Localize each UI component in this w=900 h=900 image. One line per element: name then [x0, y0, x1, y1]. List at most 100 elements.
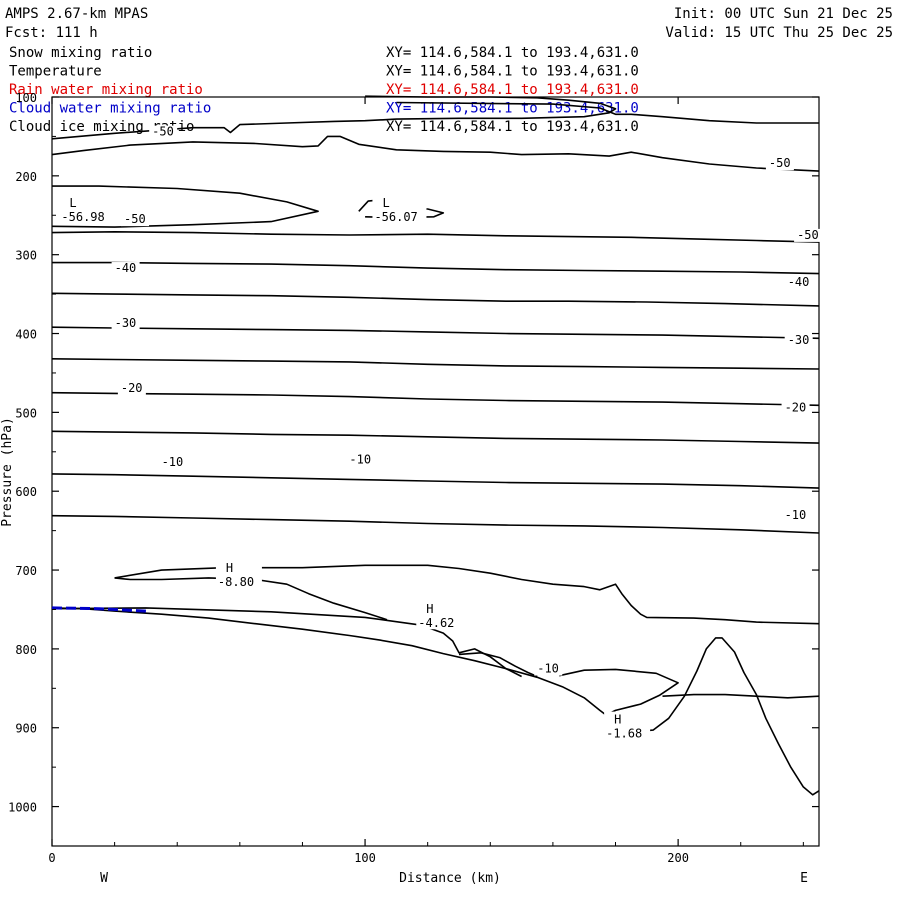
legend-entry-xy: XY= 114.6,584.1 to 193.4,631.0 [386, 64, 639, 80]
y-tick-label: 1000 [8, 801, 37, 815]
y-tick-label: 900 [15, 722, 37, 736]
contour-label: -50 [769, 156, 791, 170]
extremum-bg [215, 560, 262, 589]
contour-label-bg [111, 317, 140, 331]
extremum-value: -56.07 [374, 210, 417, 224]
y-axis-label: Pressure (hPa) [0, 417, 15, 527]
contour-labels: -50 -50 -50 -50 -40 -40 -30 -30 -20 -20 -10 -10 -10 -… [59, 125, 823, 741]
contour-label: -30 [788, 333, 810, 347]
contour-label-bg [149, 125, 178, 139]
temperature-contour-line [51, 231, 820, 243]
extremum-bg [416, 601, 463, 630]
legend-entry-name: Temperature [9, 64, 102, 80]
contour-label: -10 [537, 662, 559, 676]
temperature-contour-line [114, 577, 388, 621]
temperature-contour-line [114, 564, 820, 625]
cloud-water-line [51, 606, 146, 613]
extremum-marker: L [382, 196, 389, 210]
extremum-marker: H [614, 713, 621, 727]
temperature-contour-line [396, 101, 819, 124]
contour-label: -50 [797, 228, 819, 242]
contour-label-bg [346, 453, 375, 467]
temperature-contour-line [51, 391, 820, 407]
extremum-value: -4.62 [418, 616, 454, 630]
temperature-contour-line [51, 135, 820, 172]
x-axis-label: Distance (km) [399, 871, 501, 886]
y-tick-label: 400 [15, 328, 37, 342]
closed-contour-line [51, 185, 319, 228]
contour-label: -40 [115, 261, 137, 275]
terrain-line [51, 607, 820, 796]
temperature-contour-line [51, 473, 820, 489]
legend-entry-name: Cloud water mixing ratio [9, 101, 211, 117]
contour-label-bg [794, 228, 823, 242]
y-tick-label: 100 [15, 91, 37, 105]
temperature-contours [51, 95, 820, 699]
axis-ticks: 100 200 300 400 500 600 700 800 900 1000 0 100 200 [8, 91, 819, 865]
closed-contour-line [458, 651, 538, 678]
legend-entry-xy: XY= 114.6,584.1 to 193.4,631.0 [386, 82, 639, 98]
contour-label-bg [111, 262, 140, 276]
temperature-contour-line [662, 693, 820, 699]
temperature-contour-line [51, 358, 820, 370]
contour-label-bg [117, 381, 146, 395]
temperature-contour-line [51, 514, 820, 534]
x-tick-label: 100 [354, 851, 376, 865]
extremum-bg [604, 711, 651, 740]
temperature-contour-line [52, 261, 820, 275]
extremum-value: -1.68 [606, 727, 642, 741]
contour-label-bg [534, 662, 563, 676]
contour-label: -40 [788, 275, 810, 289]
temperature-contour-line [51, 326, 820, 340]
contour-label: -10 [785, 508, 807, 522]
extremum-bg [372, 195, 427, 224]
contour-label: -10 [349, 453, 371, 467]
y-tick-label: 600 [15, 485, 37, 499]
contour-label-bg [781, 508, 810, 522]
y-tick-label: 700 [15, 564, 37, 578]
legend-entry-xy: XY= 114.6,584.1 to 193.4,631.0 [386, 45, 639, 61]
y-tick-label: 300 [15, 249, 37, 263]
contour-label: -10 [162, 455, 184, 469]
legend-entry-xy: XY= 114.6,584.1 to 193.4,631.0 [386, 119, 639, 135]
closed-contour-line [559, 668, 679, 715]
extremum-marker: L [69, 196, 76, 210]
y-tick-label: 200 [15, 170, 37, 184]
x-tick-label: 200 [667, 851, 689, 865]
contour-label-bg [781, 401, 810, 415]
init-time: Init: 00 UTC Sun 21 Dec 25 [674, 6, 893, 22]
contour-label-bg [121, 213, 150, 227]
west-label: W [100, 871, 108, 886]
extremum-bg [59, 195, 114, 224]
temperature-contour-line [51, 95, 617, 140]
extremum-value: -56.98 [61, 210, 104, 224]
legend-entry-name: Rain water mixing ratio [9, 82, 203, 98]
forecast-hour: Fcst: 111 h [5, 25, 98, 41]
temperature-contour-line [51, 607, 522, 678]
extremum-value: -8.80 [218, 575, 254, 589]
valid-time: Valid: 15 UTC Thu 25 Dec 25 [665, 25, 893, 41]
contour-label: -30 [115, 316, 137, 330]
y-tick-label: 800 [15, 643, 37, 657]
contour-label: -20 [121, 381, 143, 395]
x-tick-label: 0 [48, 851, 55, 865]
legend-entry-xy: XY= 114.6,584.1 to 193.4,631.0 [386, 101, 639, 117]
contour-label-bg [784, 276, 813, 290]
temperature-contour-line [51, 292, 820, 307]
contour-label: -50 [124, 212, 146, 226]
temperature-contour-line [51, 430, 820, 444]
secondary-contours [51, 185, 820, 796]
contour-label: -50 [152, 125, 174, 139]
legend-entry-name: Snow mixing ratio [9, 45, 152, 61]
east-label: E [800, 871, 808, 886]
plot-frame [51, 96, 820, 847]
extremum-marker: H [426, 602, 433, 616]
legend: Snow mixing ratio XY= 114.6,584.1 to 193.… [9, 45, 639, 135]
contour-label: -20 [785, 401, 807, 415]
contour-label-bg [765, 157, 794, 171]
y-tick-label: 500 [15, 406, 37, 420]
contour-label-bg [784, 333, 813, 347]
contour-label-bg [158, 455, 187, 469]
model-title: AMPS 2.67-km MPAS [5, 6, 148, 22]
